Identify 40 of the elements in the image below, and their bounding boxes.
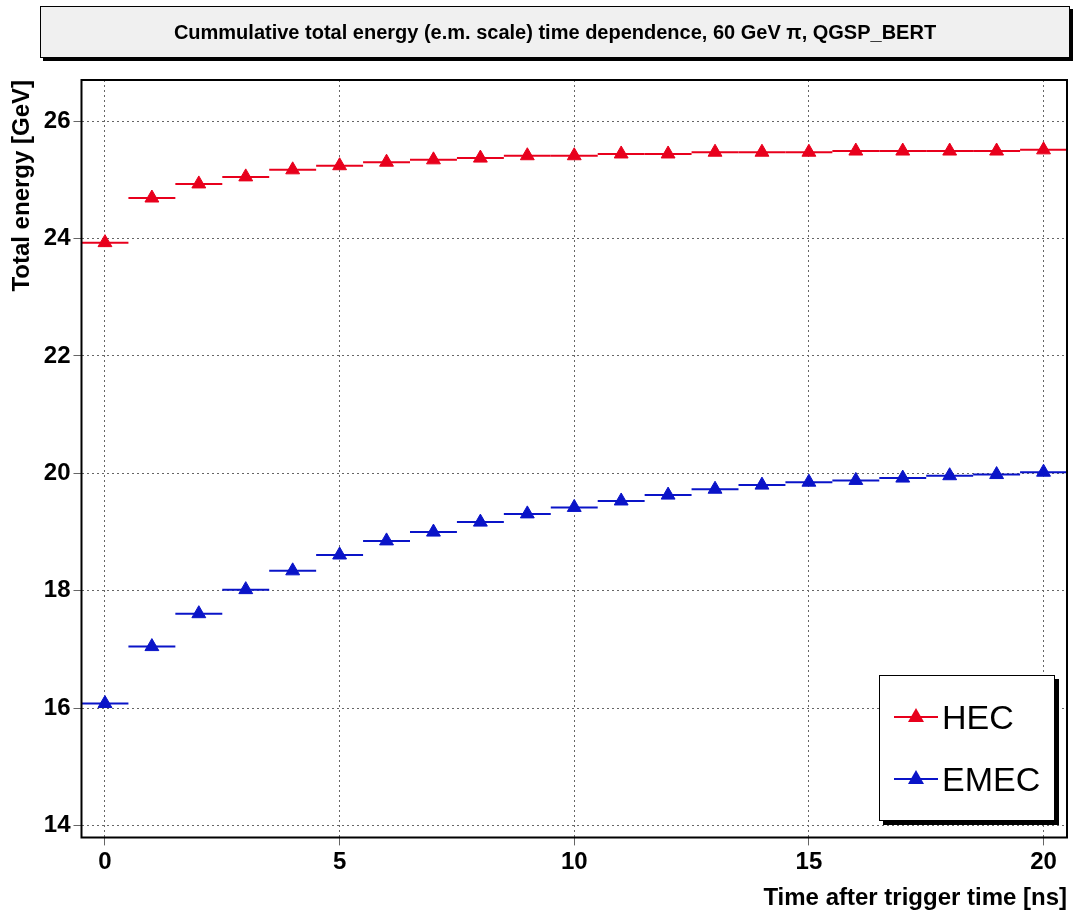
y-tick-label: 26 [43,105,71,133]
y-axis-title: Total energy [GeV] [7,80,35,292]
point [942,142,958,156]
point [660,486,676,500]
point [895,469,911,483]
point [613,145,629,159]
point [144,189,160,203]
point [472,513,488,527]
x-axis-title: Time after trigger time [ns] [763,883,1067,911]
legend-label: EMEC [942,759,1041,799]
y-tick-label: 22 [43,340,71,368]
y-tick-label: 16 [43,692,71,720]
point [613,492,629,506]
legend-label: HEC [942,697,1014,737]
x-tick-label: 20 [1030,847,1057,875]
point [379,532,394,546]
x-tick-label: 5 [332,847,347,875]
x-tick-label: 15 [795,847,823,875]
point [379,153,394,167]
point [426,151,441,165]
chart-title: Cummulative total energy (e.m. scale) time dependence, 60 GeV π, QGSP_BERT [40,6,1070,58]
y-tick-label: 24 [43,223,72,251]
x-tick-label: 10 [560,847,588,875]
point [238,168,254,182]
point [191,175,207,189]
y-tick-label: 14 [43,810,72,838]
y-tick-label: 18 [43,575,71,603]
point [1036,463,1051,477]
point [801,473,817,487]
point [989,142,1005,156]
point [660,145,676,159]
x-tick-label: 0 [98,847,112,875]
point [332,546,348,560]
point [426,523,441,537]
point [472,149,488,163]
y-tick-label: 20 [43,458,71,485]
point [895,142,911,156]
point [519,505,535,519]
point [1036,141,1051,155]
point [848,142,864,156]
